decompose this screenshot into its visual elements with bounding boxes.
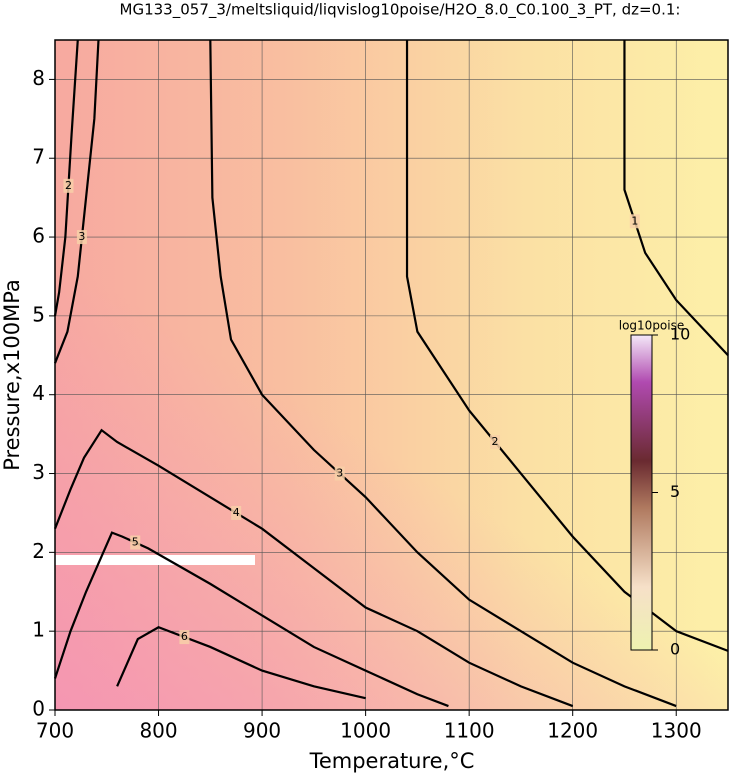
y-tick-label: 6	[32, 224, 45, 248]
y-tick-label: 0	[32, 697, 45, 721]
contour-line	[623, 40, 729, 357]
contour-line	[53, 39, 79, 317]
x-tick-label: 1000	[340, 719, 391, 743]
plot-frame	[54, 39, 729, 711]
contour-label: 3	[336, 467, 343, 480]
y-tick-label: 1	[32, 618, 45, 642]
contour-label-bg	[629, 214, 640, 229]
contour-label: 1	[631, 214, 638, 227]
contour-label-bg	[231, 505, 242, 520]
y-tick-label: 7	[32, 145, 45, 169]
chart-title: MG133_057_3/meltsliquid/liqvislog10poise…	[120, 1, 681, 20]
contour-label-bg	[63, 178, 74, 193]
y-tick-label: 4	[32, 381, 45, 405]
contour-label: 5	[132, 536, 139, 549]
contour-label: 6	[181, 630, 188, 643]
x-tick-label: 1200	[547, 719, 598, 743]
y-tick-label: 2	[32, 539, 45, 563]
plot-shading	[55, 40, 728, 710]
contour-label-bg	[130, 535, 141, 550]
x-tick-label: 800	[139, 719, 177, 743]
y-axis-label: Pressure,x100MPa	[0, 279, 24, 471]
overlay-bar	[55, 555, 255, 565]
contour-label-bg	[490, 435, 501, 449]
colorbar-tick-label: 10	[670, 325, 690, 344]
colorbar	[630, 334, 653, 651]
contour-label: 4	[233, 506, 240, 519]
contour-label-bg	[76, 230, 87, 245]
y-tick-label: 8	[32, 66, 45, 90]
x-tick-label: 900	[243, 719, 281, 743]
x-tick-label: 1100	[444, 719, 495, 743]
contour-label: 2	[492, 435, 499, 448]
colorbar-label: log10poise	[619, 319, 685, 333]
colorbar-tick-label: 5	[670, 482, 680, 501]
x-tick-label: 1300	[651, 719, 702, 743]
contour-label-bg	[179, 630, 190, 645]
contour-label: 3	[78, 230, 85, 243]
contour-label-bg	[334, 466, 345, 481]
y-tick-label: 5	[32, 302, 45, 326]
x-axis-label: Temperature,°C	[309, 749, 475, 773]
contour-line	[53, 531, 449, 708]
contour-line	[405, 40, 729, 652]
contour-label: 2	[65, 179, 72, 192]
colorbar-tick-label: 0	[670, 640, 680, 659]
contour-line	[209, 39, 677, 708]
y-tick-label: 3	[32, 460, 45, 484]
x-tick-label: 700	[36, 719, 74, 743]
